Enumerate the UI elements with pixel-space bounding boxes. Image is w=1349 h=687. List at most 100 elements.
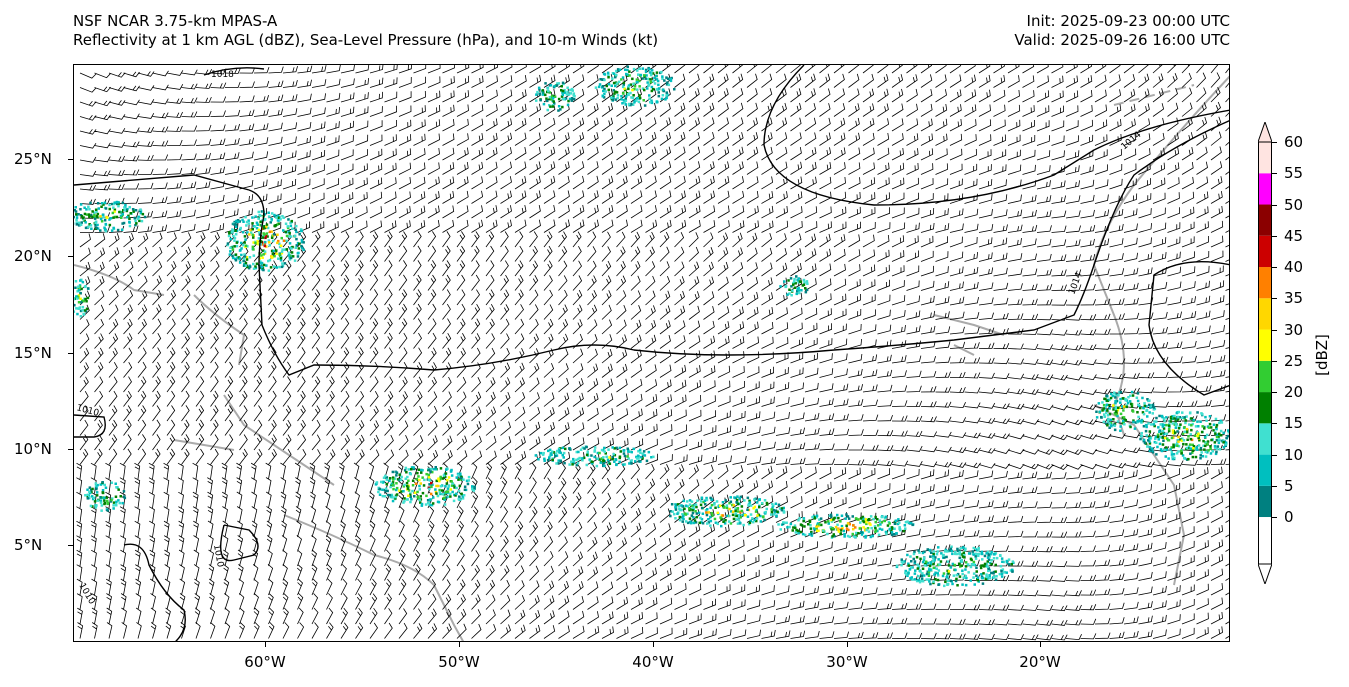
reflectivity-pixel: [920, 577, 924, 580]
reflectivity-pixel: [637, 450, 640, 453]
reflectivity-pixel: [851, 515, 854, 518]
reflectivity-pixel: [1150, 423, 1153, 426]
reflectivity-pixel: [621, 102, 624, 105]
reflectivity-pixel: [728, 501, 731, 505]
reflectivity-pixel: [262, 268, 265, 272]
reflectivity-pixel: [736, 502, 740, 506]
reflectivity-pixel: [858, 527, 862, 530]
reflectivity-pixel: [645, 459, 649, 463]
reflectivity-pixel: [1010, 562, 1013, 566]
reflectivity-pixel: [814, 528, 817, 531]
reflectivity-pixel: [563, 461, 566, 465]
reflectivity-pixel: [732, 517, 736, 521]
reflectivity-pixel: [917, 549, 920, 552]
reflectivity-pixel: [106, 499, 109, 503]
reflectivity-pixel: [946, 579, 950, 582]
reflectivity-pixel: [1130, 405, 1134, 408]
reflectivity-pixel: [551, 105, 555, 108]
reflectivity-pixel: [295, 224, 298, 228]
reflectivity-pixel: [93, 214, 96, 217]
reflectivity-pixel: [561, 446, 565, 450]
reflectivity-pixel: [1196, 411, 1199, 414]
reflectivity-pixel: [1187, 435, 1190, 438]
reflectivity-pixel: [947, 564, 951, 567]
reflectivity-pixel: [1212, 429, 1215, 432]
reflectivity-pixel: [1108, 398, 1111, 401]
reflectivity-pixel: [385, 482, 388, 486]
reflectivity-pixel: [77, 224, 81, 227]
reflectivity-pixel: [1130, 390, 1134, 394]
reflectivity-pixel: [1205, 442, 1209, 446]
reflectivity-pixel: [115, 500, 118, 504]
reflectivity-pixel: [427, 473, 430, 477]
reflectivity-pixel: [860, 533, 864, 536]
reflectivity-pixel: [231, 245, 235, 248]
reflectivity-pixel: [563, 91, 567, 94]
reflectivity-pixel: [234, 253, 238, 256]
reflectivity-pixel: [1177, 450, 1180, 453]
reflectivity-pixel: [93, 496, 96, 500]
reflectivity-pixel: [650, 85, 654, 89]
reflectivity-pixel: [603, 450, 606, 453]
reflectivity-pixel: [948, 549, 951, 552]
reflectivity-pixel: [280, 236, 283, 240]
reflectivity-pixel: [614, 84, 617, 88]
reflectivity-pixel: [385, 478, 389, 481]
reflectivity-pixel: [845, 513, 848, 516]
reflectivity-pixel: [765, 507, 768, 511]
reflectivity-pixel: [869, 523, 872, 526]
reflectivity-pixel: [949, 579, 953, 582]
reflectivity-pixel: [633, 101, 636, 104]
reflectivity-pixel: [975, 570, 978, 573]
reflectivity-pixel: [1213, 441, 1217, 444]
reflectivity-pixel: [392, 478, 395, 481]
reflectivity-pixel: [441, 493, 445, 496]
reflectivity-pixel: [960, 553, 963, 556]
reflectivity-pixel: [861, 515, 865, 519]
reflectivity-pixel: [85, 307, 89, 311]
reflectivity-pixel: [677, 505, 681, 508]
reflectivity-pixel: [289, 256, 293, 260]
reflectivity-pixel: [240, 253, 243, 257]
reflectivity-pixel: [261, 227, 265, 230]
reflectivity-pixel: [273, 254, 276, 258]
reflectivity-pixel: [259, 220, 262, 224]
reflectivity-pixel: [1184, 419, 1188, 422]
reflectivity-pixel: [961, 583, 964, 586]
reflectivity-pixel: [446, 491, 449, 495]
reflectivity-pixel: [1158, 414, 1161, 418]
reflectivity-pixel: [612, 81, 616, 85]
reflectivity-pixel: [670, 503, 674, 506]
colorbar-segment: [1258, 267, 1272, 299]
reflectivity-pixel: [557, 448, 561, 452]
reflectivity-pixel: [426, 501, 430, 505]
reflectivity-pixel: [99, 483, 102, 486]
reflectivity-pixel: [1162, 432, 1166, 436]
reflectivity-pixel: [262, 263, 266, 267]
reflectivity-pixel: [1143, 402, 1146, 405]
wind-barbs: [76, 65, 1229, 641]
reflectivity-pixel: [738, 514, 741, 517]
reflectivity-pixel: [1194, 455, 1198, 459]
reflectivity-pixel: [418, 484, 421, 488]
reflectivity-pixel: [128, 217, 131, 220]
reflectivity-pixel: [655, 101, 658, 104]
reflectivity-pixel: [1109, 418, 1113, 422]
reflectivity-pixel: [836, 523, 839, 527]
reflectivity-pixel: [235, 229, 239, 233]
reflectivity-pixel: [774, 509, 778, 512]
reflectivity-pixel: [782, 509, 785, 513]
reflectivity-pixel: [908, 568, 912, 571]
reflectivity-pixel: [277, 257, 280, 260]
reflectivity-pixel: [1182, 442, 1185, 446]
reflectivity-pixel: [1201, 413, 1204, 416]
reflectivity-pixel: [1101, 401, 1104, 404]
reflectivity-pixel: [410, 468, 413, 471]
reflectivity-pixel: [255, 262, 259, 265]
reflectivity-pixel: [628, 450, 632, 453]
reflectivity-pixel: [796, 529, 800, 533]
reflectivity-pixel: [471, 485, 474, 488]
reflectivity-pixel: [696, 499, 699, 502]
reflectivity-pixel: [669, 514, 672, 518]
reflectivity-pixel: [729, 510, 733, 513]
